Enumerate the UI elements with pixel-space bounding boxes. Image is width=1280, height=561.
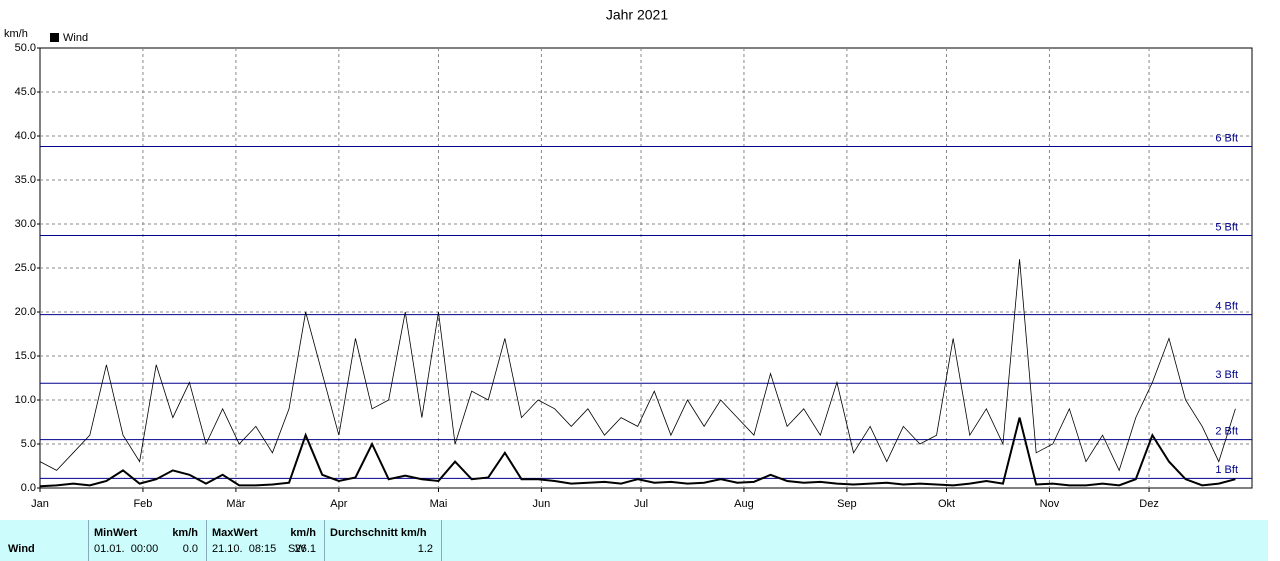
column-divider [206,520,207,561]
x-tick-label: Dez [1139,498,1159,510]
cell: 26.1 [294,543,316,555]
series-line [39,259,1236,472]
legend-label: Wind [63,32,88,44]
x-tick-label: Apr [330,498,347,510]
y-tick-label: 35.0 [15,174,36,186]
cell: 0.0 [182,543,198,555]
x-tick-label: Sep [837,498,857,510]
x-tick-label: Aug [734,498,754,510]
column-header: MinWert [94,527,138,539]
chart-title: Jahr 2021 [606,7,668,23]
row-label: Wind [8,543,35,555]
x-tick-label: Jul [634,498,648,510]
column-header: km/h [290,527,316,539]
beaufort-label: 4 Bft [1215,301,1238,313]
column-divider [324,520,325,561]
x-tick-label: Jan [31,498,49,510]
y-tick-label: 15.0 [15,350,36,362]
y-tick-label: 40.0 [15,130,36,142]
column-header: km/h [172,527,198,539]
stats-table: Wind MinWert km/h 01.01. 00:00 0.0 MaxWert km/… [0,520,1268,561]
beaufort-label: 6 Bft [1215,132,1238,144]
column-header: Durchschnitt km/h [330,527,427,539]
y-tick-label: 30.0 [15,218,36,230]
y-tick-label: 20.0 [15,306,36,318]
x-tick-label: Mär [226,498,245,510]
y-tick-label: 50.0 [15,42,36,54]
chart: Jahr 2021 km/h 0.0 5.0 10.0 15.0 20.0 25.0 30.… [4,7,1253,510]
column-divider [88,520,89,561]
legend-swatch [50,33,59,42]
cell: 01.01. 00:00 [94,543,159,555]
beaufort-label: 3 Bft [1215,369,1238,381]
series-line [39,417,1236,488]
beaufort-label: 5 Bft [1215,221,1238,233]
y-tick-label: 25.0 [15,262,36,274]
y-tick-label: 10.0 [15,394,36,406]
x-tick-label: Nov [1040,498,1060,510]
beaufort-label: 1 Bft [1215,464,1238,476]
cell: SW [288,543,306,555]
column-header: MaxWert [212,527,258,539]
y-tick-label: 0.0 [21,482,36,494]
x-tick-label: Feb [133,498,152,510]
column-divider [441,520,442,561]
x-tick-label: Jun [533,498,551,510]
x-tick-label: Mai [430,498,448,510]
x-tick-label: Okt [938,498,955,510]
y-tick-label: 5.0 [21,438,36,450]
y-axis-label: km/h [4,28,28,40]
y-tick-label: 45.0 [15,86,36,98]
beaufort-label: 2 Bft [1215,426,1238,438]
cell: 1.2 [417,543,433,555]
cell: 21.10. 08:15 [212,543,277,555]
